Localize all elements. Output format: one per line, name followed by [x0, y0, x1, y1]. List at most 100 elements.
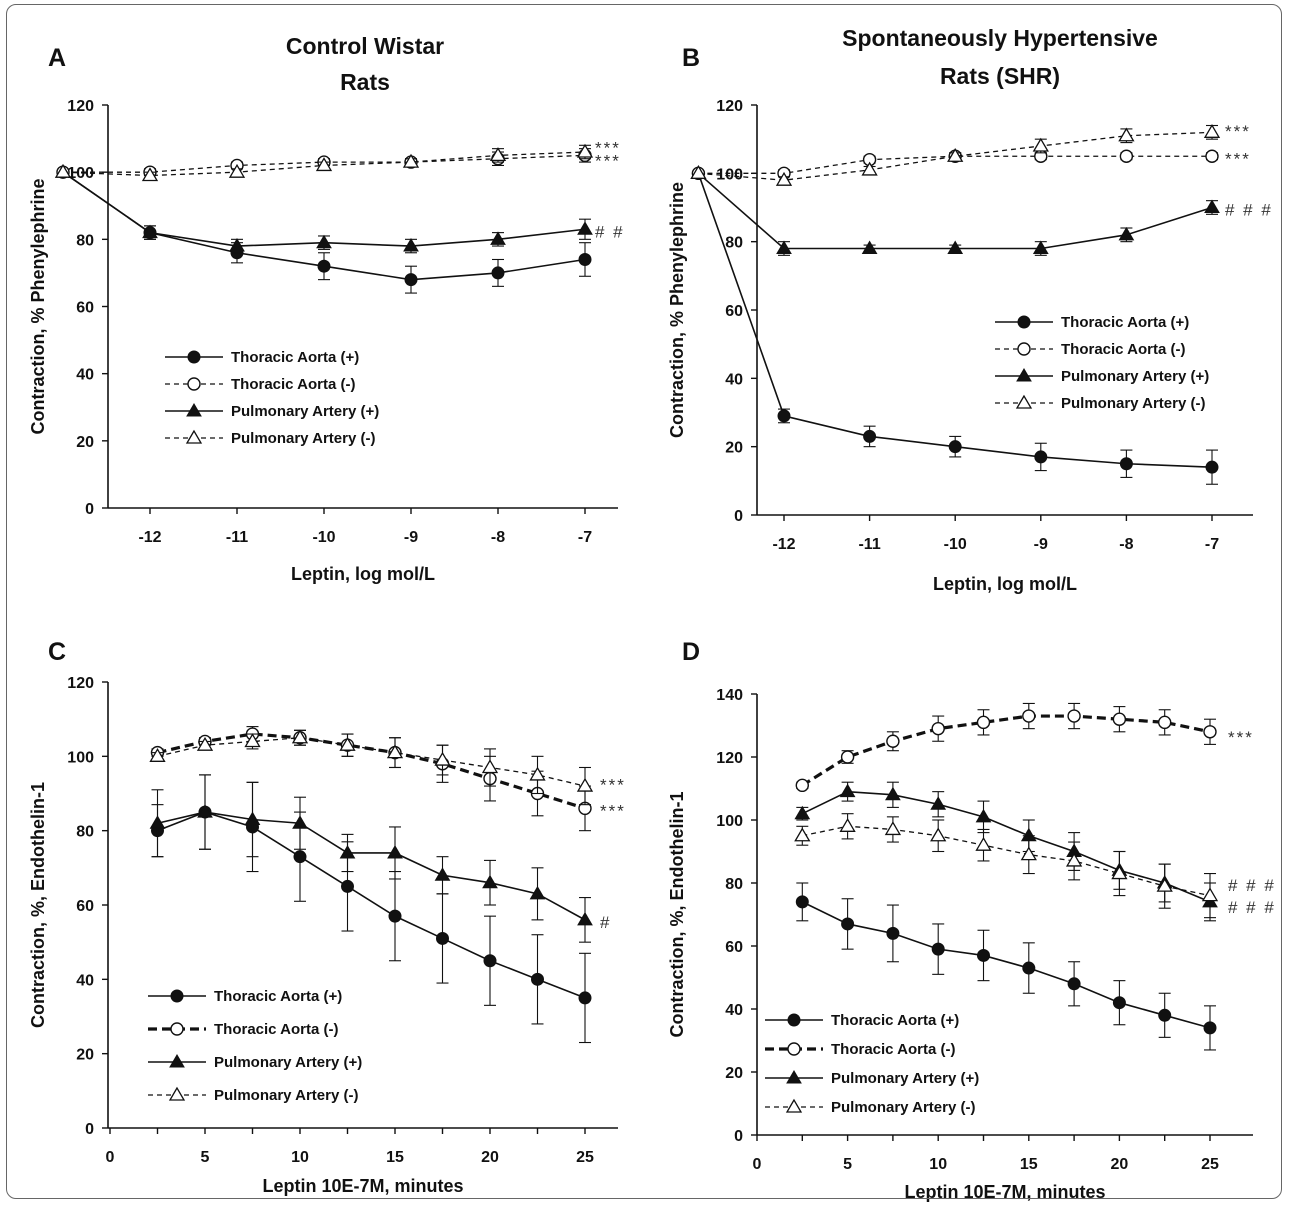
significance-annotation: ***	[1225, 122, 1251, 141]
data-point	[886, 734, 900, 748]
data-point	[1205, 149, 1219, 163]
series-open-circle	[795, 702, 1217, 793]
data-point	[1111, 865, 1128, 880]
data-point	[292, 815, 308, 829]
data-point	[1119, 457, 1133, 471]
data-point	[930, 827, 947, 842]
significance-annotation: ***	[600, 775, 626, 794]
y-tick-label: 60	[76, 300, 94, 317]
data-point	[434, 867, 451, 881]
legend-entry: Thoracic Aorta (+)	[231, 349, 359, 366]
data-point	[196, 736, 214, 751]
panel-title: Spontaneously Hypertensive	[842, 25, 1158, 51]
x-tick-label: 10	[929, 1156, 947, 1173]
legend-entry: Thoracic Aorta (+)	[831, 1012, 959, 1029]
legend-marker	[786, 1070, 802, 1084]
series-line	[157, 811, 586, 999]
data-point	[54, 163, 72, 178]
data-point	[531, 972, 544, 986]
data-point	[775, 171, 793, 186]
significance-annotation: # # #	[1225, 201, 1273, 220]
y-tick-label: 20	[725, 440, 743, 457]
data-point	[975, 836, 992, 851]
legend-entry: Pulmonary Artery (-)	[214, 1087, 358, 1104]
data-point	[1204, 199, 1220, 213]
data-point	[142, 224, 158, 239]
series-filled-triangle	[149, 774, 593, 943]
data-point	[1201, 887, 1219, 902]
data-point	[387, 844, 403, 859]
data-point	[975, 808, 992, 823]
data-point	[777, 409, 791, 423]
x-axis-label: Leptin, log mol/L	[933, 574, 1077, 594]
x-tick-label: -8	[1119, 536, 1133, 553]
y-tick-label: 60	[76, 898, 94, 915]
legend-entry: Pulmonary Artery (+)	[831, 1070, 979, 1087]
data-point	[1203, 124, 1221, 138]
data-point	[529, 766, 546, 781]
significance-annotation: ***	[1228, 728, 1254, 747]
y-tick-label: 0	[734, 1128, 743, 1145]
series-line	[801, 790, 1211, 903]
data-point	[1156, 877, 1173, 892]
data-point	[489, 147, 507, 162]
significance-annotation: ***	[595, 138, 621, 157]
legend-marker	[170, 989, 184, 1003]
y-tick-label: 140	[716, 687, 743, 704]
data-point	[578, 991, 592, 1005]
y-tick-label: 20	[725, 1065, 743, 1082]
data-point	[1119, 149, 1134, 163]
x-tick-label: 0	[106, 1149, 115, 1166]
y-tick-label: 120	[716, 98, 743, 115]
legend-entry: Pulmonary Artery (-)	[1061, 395, 1205, 412]
data-point	[1067, 709, 1081, 723]
legend-entry: Thoracic Aorta (-)	[1061, 341, 1185, 358]
y-tick-label: 40	[725, 1002, 743, 1019]
x-tick-label: -12	[138, 529, 161, 546]
legend-entry: Thoracic Aorta (+)	[214, 988, 342, 1005]
legend-entry: Thoracic Aorta (-)	[231, 376, 355, 393]
data-point	[841, 917, 855, 931]
data-point	[1203, 725, 1217, 739]
series-line	[157, 737, 586, 787]
significance-annotation: ***	[1225, 149, 1251, 168]
data-point	[1112, 712, 1127, 726]
data-point	[293, 850, 307, 864]
x-tick-label: 0	[753, 1156, 762, 1173]
y-axis-label: Contraction, % Phenylephrine	[667, 182, 687, 438]
data-point	[404, 273, 418, 287]
x-tick-label: 20	[1111, 1156, 1129, 1173]
data-point	[316, 234, 332, 249]
data-point	[576, 143, 594, 158]
data-point	[1022, 709, 1036, 723]
x-tick-label: -8	[491, 529, 505, 546]
y-tick-label: 0	[85, 501, 94, 518]
y-tick-label: 40	[76, 972, 94, 989]
data-point	[1020, 846, 1037, 861]
data-point	[339, 736, 356, 751]
y-tick-label: 60	[725, 939, 743, 956]
series-open-triangle	[54, 143, 594, 182]
data-point	[481, 759, 499, 774]
data-point	[1158, 1008, 1172, 1022]
data-point	[930, 796, 947, 810]
panel-A: A Control Wistar Rats 0 20 40 60 80 100 120 -12 -11…	[28, 33, 623, 584]
series-line	[801, 714, 1211, 787]
data-point	[315, 157, 333, 172]
y-tick-label: 20	[76, 1047, 94, 1064]
legend-entry: Thoracic Aorta (-)	[831, 1041, 955, 1058]
x-tick-label: 25	[576, 1149, 594, 1166]
x-tick-label: -9	[404, 529, 418, 546]
y-tick-label: 100	[67, 749, 94, 766]
legend-marker	[1017, 342, 1031, 356]
y-axis-label: Contraction, %, Endothelin-1	[667, 792, 687, 1038]
legend-marker	[185, 429, 203, 444]
y-tick-label: 80	[725, 235, 743, 252]
data-point	[491, 266, 505, 280]
data-point	[839, 818, 856, 832]
legend-entry: Thoracic Aorta (+)	[1061, 314, 1189, 331]
significance-annotation: ***	[595, 152, 621, 171]
x-tick-label: -11	[858, 536, 880, 553]
y-tick-label: 80	[725, 876, 743, 893]
significance-annotation: # # #	[1228, 876, 1276, 895]
